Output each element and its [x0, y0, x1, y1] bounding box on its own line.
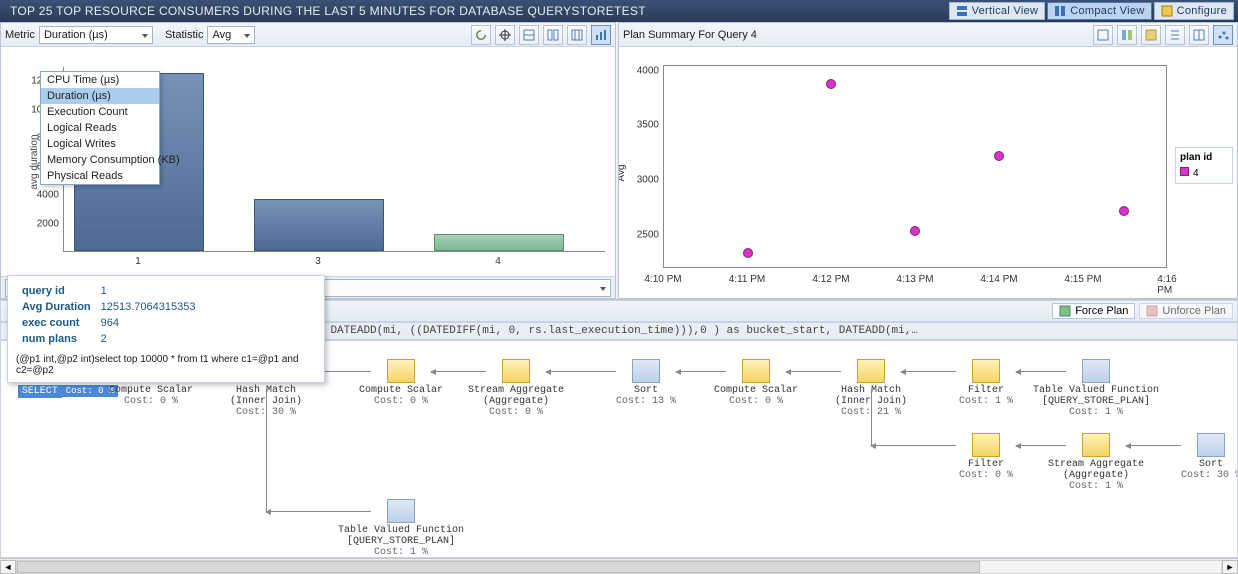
legend-title: plan id — [1180, 152, 1228, 163]
metric-option[interactable]: Memory Consumption (KB) — [41, 152, 159, 168]
metric-option[interactable]: CPU Time (µs) — [41, 72, 159, 88]
bar-query-3[interactable] — [254, 199, 384, 251]
vertical-view-button[interactable]: Vertical View — [949, 2, 1046, 20]
metric-option[interactable]: Physical Reads — [41, 168, 159, 184]
plan-grid-icon[interactable] — [1093, 25, 1113, 45]
view-buttons: Vertical View Compact View Configure — [949, 2, 1234, 20]
right-pane: Plan Summary For Query 4 Avg 25003000350… — [618, 22, 1238, 299]
unforce-plan-button[interactable]: Unforce Plan — [1139, 303, 1233, 319]
plan-node-cs2[interactable]: Compute ScalarCost: 0 % — [336, 359, 466, 407]
plan-node-tvf2[interactable]: Table Valued Function[QUERY_STORE_PLAN]C… — [336, 499, 466, 558]
configure-button[interactable]: Configure — [1154, 2, 1234, 20]
grid-icon[interactable] — [519, 25, 539, 45]
query-tooltip: query id1Avg Duration12513.7064315353exe… — [7, 275, 325, 383]
plan-compare-icon[interactable] — [1117, 25, 1137, 45]
metric-option[interactable]: Duration (µs) — [41, 88, 159, 104]
plan-node-tvf1[interactable]: Table Valued Function[QUERY_STORE_PLAN]C… — [1031, 359, 1161, 418]
legend-swatch — [1180, 167, 1189, 176]
compact-view-button[interactable]: Compact View — [1047, 2, 1151, 20]
right-y-ticks: 2500300035004000 — [627, 65, 661, 268]
tooltip-sql: (@p1 int,@p2 int)select top 10000 * from… — [16, 354, 316, 376]
scatter-point[interactable] — [1119, 206, 1129, 216]
main-split: Metric Duration (µs) Statistic Avg avg d… — [0, 22, 1238, 300]
plan-node-sort2[interactable]: SortCost: 30 % — [1146, 433, 1238, 481]
statistic-select[interactable]: Avg — [207, 26, 255, 44]
plan-scatter-icon[interactable] — [1213, 25, 1233, 45]
compact-view-label: Compact View — [1070, 5, 1144, 17]
header-title: TOP 25 TOP RESOURCE CONSUMERS DURING THE… — [4, 4, 646, 18]
configure-label: Configure — [1177, 5, 1227, 17]
force-plan-label: Force Plan — [1075, 305, 1128, 317]
metric-label: Metric — [5, 29, 35, 41]
metric-select[interactable]: Duration (µs) — [39, 26, 153, 44]
scatter-point[interactable] — [743, 248, 753, 258]
compact-view-icon — [1054, 5, 1066, 17]
force-plan-button[interactable]: Force Plan — [1052, 303, 1135, 319]
metric-option[interactable]: Logical Writes — [41, 136, 159, 152]
plan-tree-icon[interactable] — [1165, 25, 1185, 45]
scatter-plot[interactable] — [663, 65, 1167, 268]
left-toolbar: Metric Duration (µs) Statistic Avg — [1, 23, 615, 47]
legend-value: 4 — [1193, 168, 1199, 179]
vertical-view-label: Vertical View — [972, 5, 1039, 17]
barchart-icon[interactable] — [591, 25, 611, 45]
plan-detail-icon[interactable] — [1141, 25, 1161, 45]
horizontal-scrollbar[interactable]: ◄ ► — [0, 558, 1238, 574]
metric-select-value: Duration (µs) — [44, 29, 108, 41]
scatter-legend: plan id 4 — [1175, 147, 1233, 184]
statistic-select-value: Avg — [212, 29, 231, 41]
plan-node-sa2[interactable]: Stream Aggregate(Aggregate)Cost: 1 % — [1031, 433, 1161, 492]
vertical-view-icon — [956, 5, 968, 17]
right-toolbar: Plan Summary For Query 4 — [619, 23, 1237, 47]
plan-node-sa1[interactable]: Stream Aggregate(Aggregate)Cost: 0 % — [451, 359, 581, 418]
right-y-label: Avg — [619, 164, 627, 181]
unforce-plan-icon — [1146, 305, 1158, 317]
left-x-ticks: 134 — [63, 256, 605, 270]
plan-node-cs3[interactable]: Compute ScalarCost: 0 % — [691, 359, 821, 407]
refresh-icon[interactable] — [471, 25, 491, 45]
right-x-ticks: 4:10 PM4:11 PM4:12 PM4:13 PM4:14 PM4:15 … — [663, 274, 1167, 288]
header-bar: TOP 25 TOP RESOURCE CONSUMERS DURING THE… — [0, 0, 1238, 22]
table-icon[interactable] — [567, 25, 587, 45]
unforce-plan-label: Unforce Plan — [1162, 305, 1226, 317]
split-icon[interactable] — [543, 25, 563, 45]
target-icon[interactable] — [495, 25, 515, 45]
plan-summary-title: Plan Summary For Query 4 — [623, 29, 757, 41]
force-plan-icon — [1059, 305, 1071, 317]
scatter-point[interactable] — [910, 226, 920, 236]
right-chart: Avg 2500300035004000 4:10 PM4:11 PM4:12 … — [619, 47, 1237, 298]
left-pane: Metric Duration (µs) Statistic Avg avg d… — [0, 22, 616, 299]
configure-icon — [1161, 5, 1173, 17]
metric-dropdown[interactable]: CPU Time (µs)Duration (µs)Execution Coun… — [40, 71, 160, 185]
statistic-label: Statistic — [165, 29, 204, 41]
plan-table-icon[interactable] — [1189, 25, 1209, 45]
bar-query-4[interactable] — [434, 234, 564, 251]
scroll-thumb[interactable] — [17, 561, 980, 573]
metric-option[interactable]: Execution Count — [41, 104, 159, 120]
scatter-point[interactable] — [826, 79, 836, 89]
left-chart: avg duration 20004000600080001000012000 … — [1, 47, 615, 276]
metric-option[interactable]: Logical Reads — [41, 120, 159, 136]
scatter-point[interactable] — [994, 151, 1004, 161]
